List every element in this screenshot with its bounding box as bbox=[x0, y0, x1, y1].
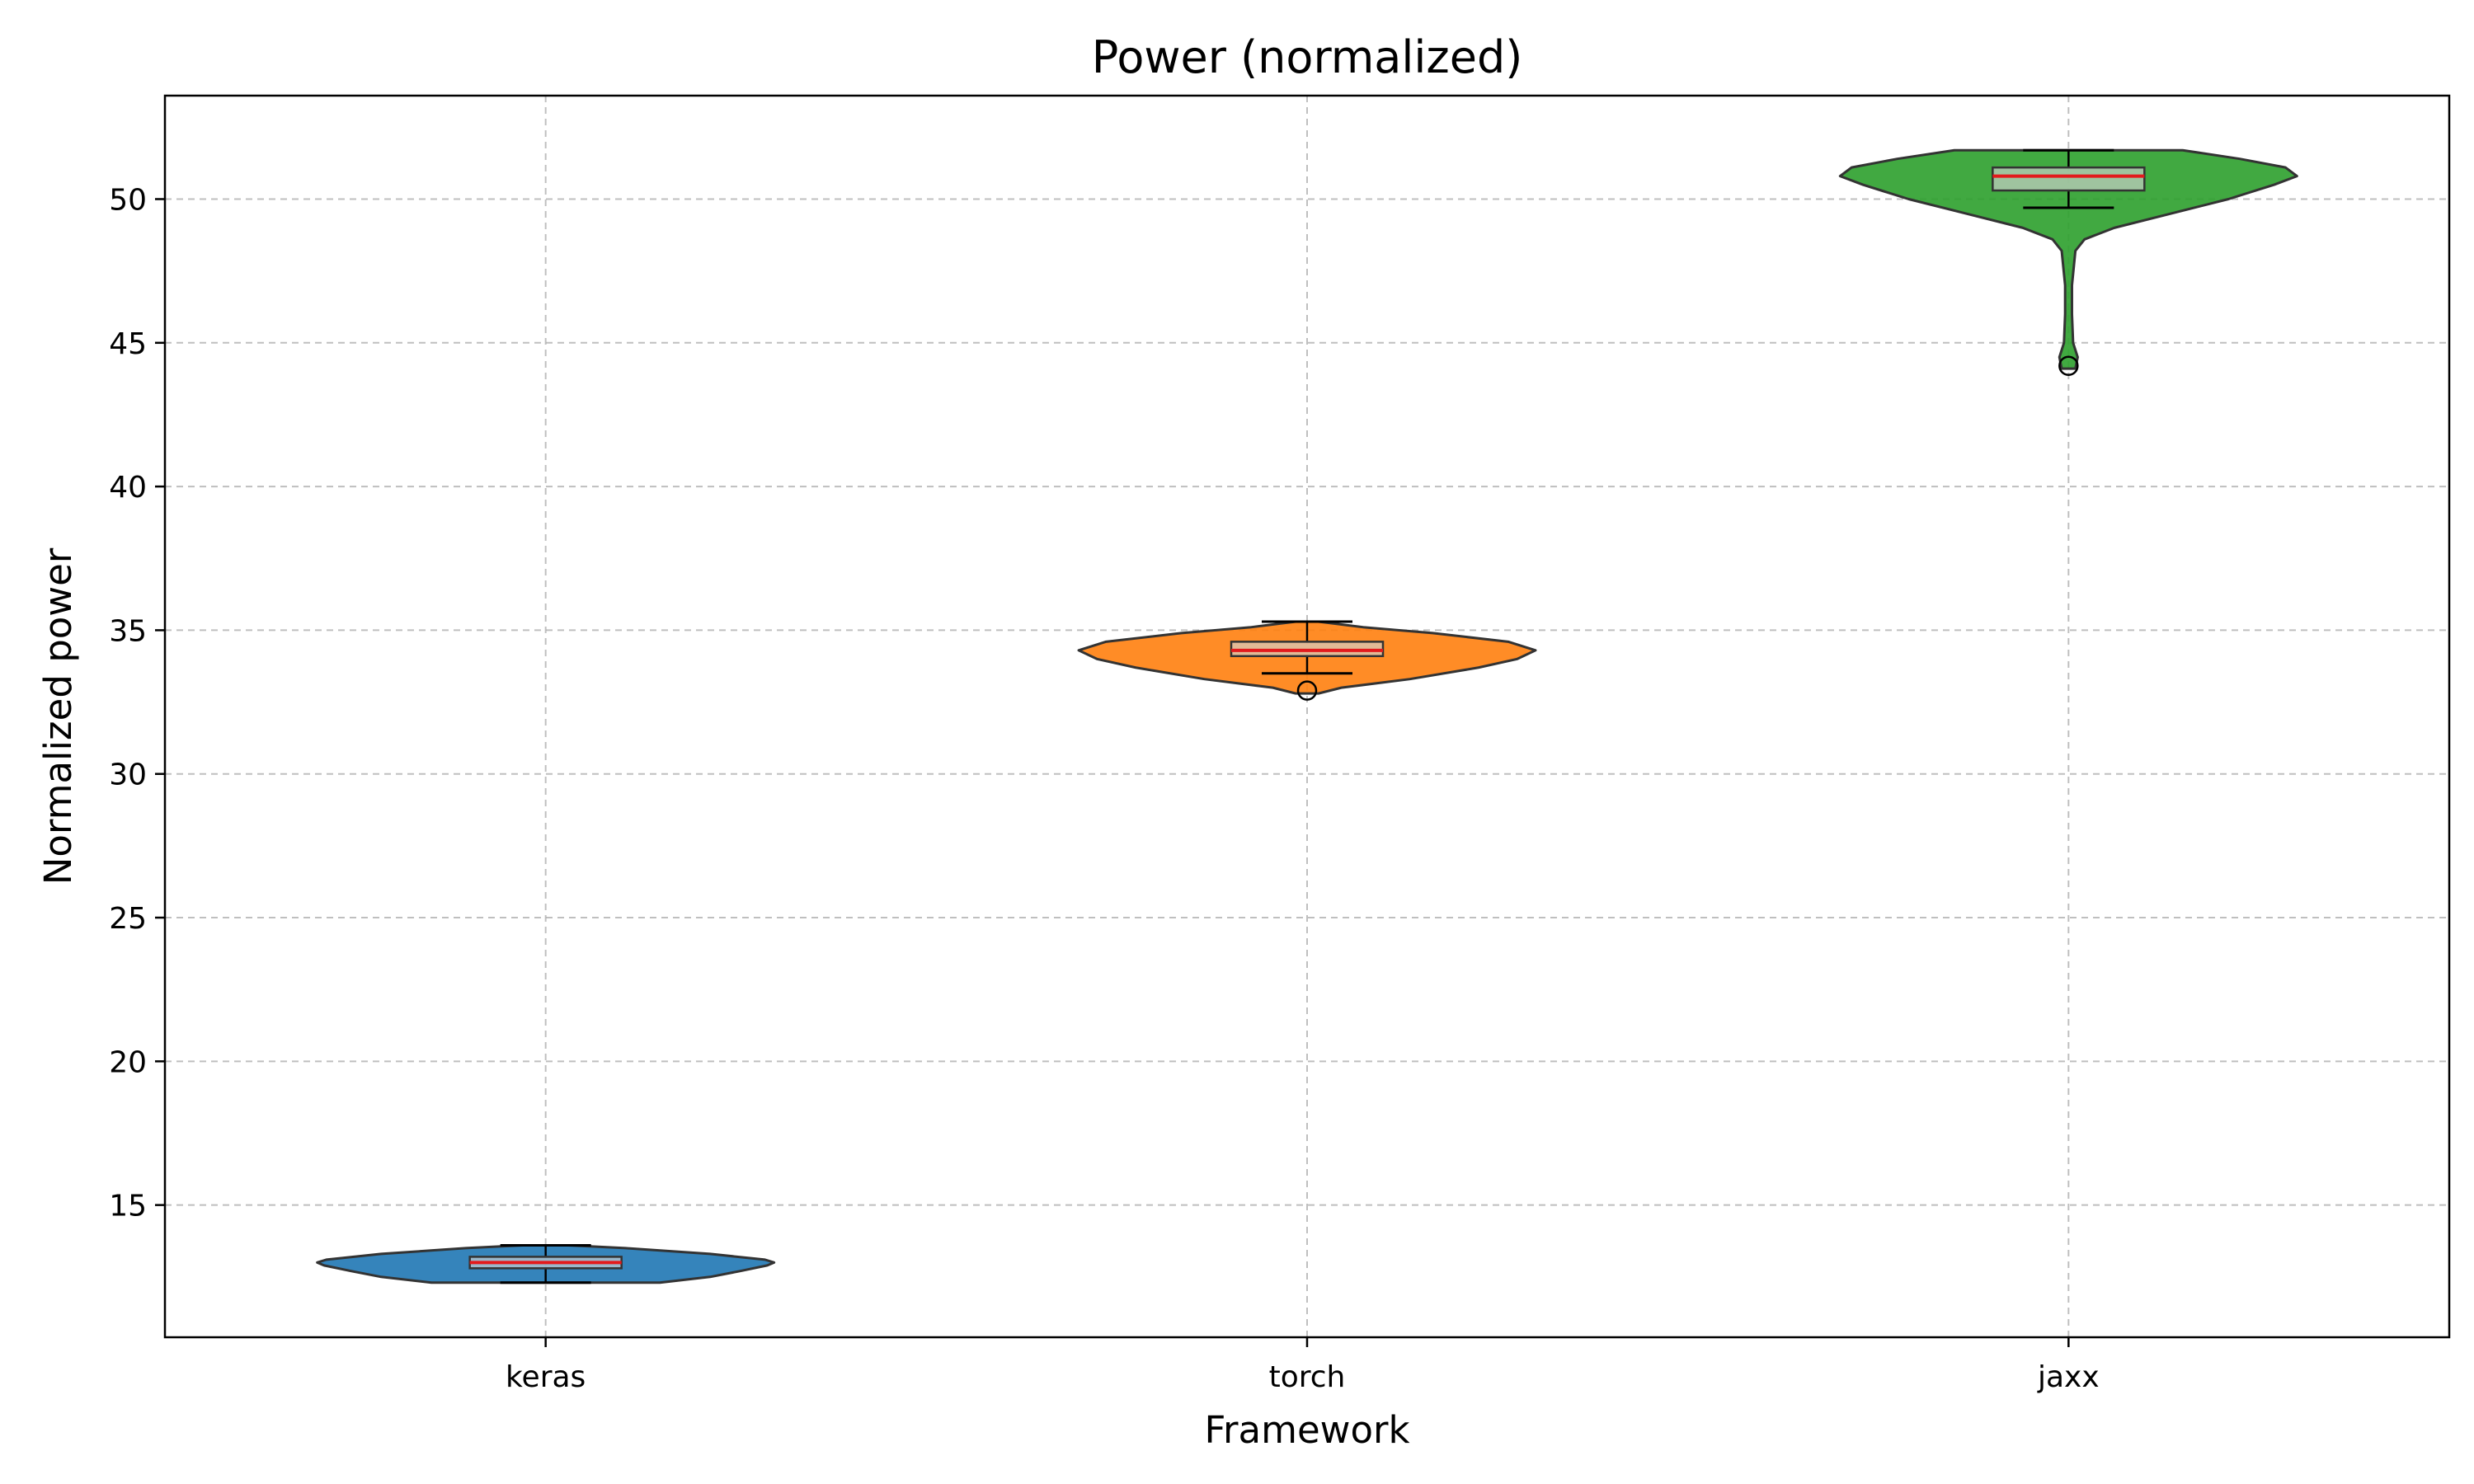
outlier-point bbox=[1296, 680, 1318, 701]
x-tick-label: keras bbox=[506, 1360, 586, 1394]
chart-title: Power (normalized) bbox=[1092, 31, 1523, 83]
violin-jaxx bbox=[1838, 148, 2298, 376]
y-tick-label: 40 bbox=[109, 471, 147, 505]
y-tick-label: 15 bbox=[109, 1190, 147, 1223]
y-axis-label: Normalized power bbox=[36, 547, 80, 885]
box-iqr bbox=[1992, 166, 2146, 192]
outlier-point bbox=[2058, 355, 2079, 376]
violin-plots bbox=[316, 148, 2298, 1284]
y-tick-label: 50 bbox=[109, 184, 147, 218]
violin-torch bbox=[1077, 620, 1537, 701]
violin-keras bbox=[316, 1243, 776, 1284]
violin-body bbox=[1838, 148, 2298, 370]
y-tick-label: 35 bbox=[109, 614, 147, 648]
y-tick-label: 45 bbox=[109, 327, 147, 361]
y-tick-label: 30 bbox=[109, 758, 147, 792]
x-tick-label: torch bbox=[1269, 1360, 1346, 1394]
x-axis-ticks: keras torch jaxx bbox=[506, 1337, 2100, 1394]
x-tick-label: jaxx bbox=[2037, 1360, 2100, 1394]
grid-lines bbox=[165, 96, 2449, 1337]
y-tick-label: 20 bbox=[109, 1045, 147, 1079]
y-tick-label: 25 bbox=[109, 902, 147, 936]
x-axis-label: Framework bbox=[1204, 1408, 1409, 1452]
y-axis-ticks: 15 20 25 30 35 40 45 50 bbox=[109, 184, 165, 1223]
